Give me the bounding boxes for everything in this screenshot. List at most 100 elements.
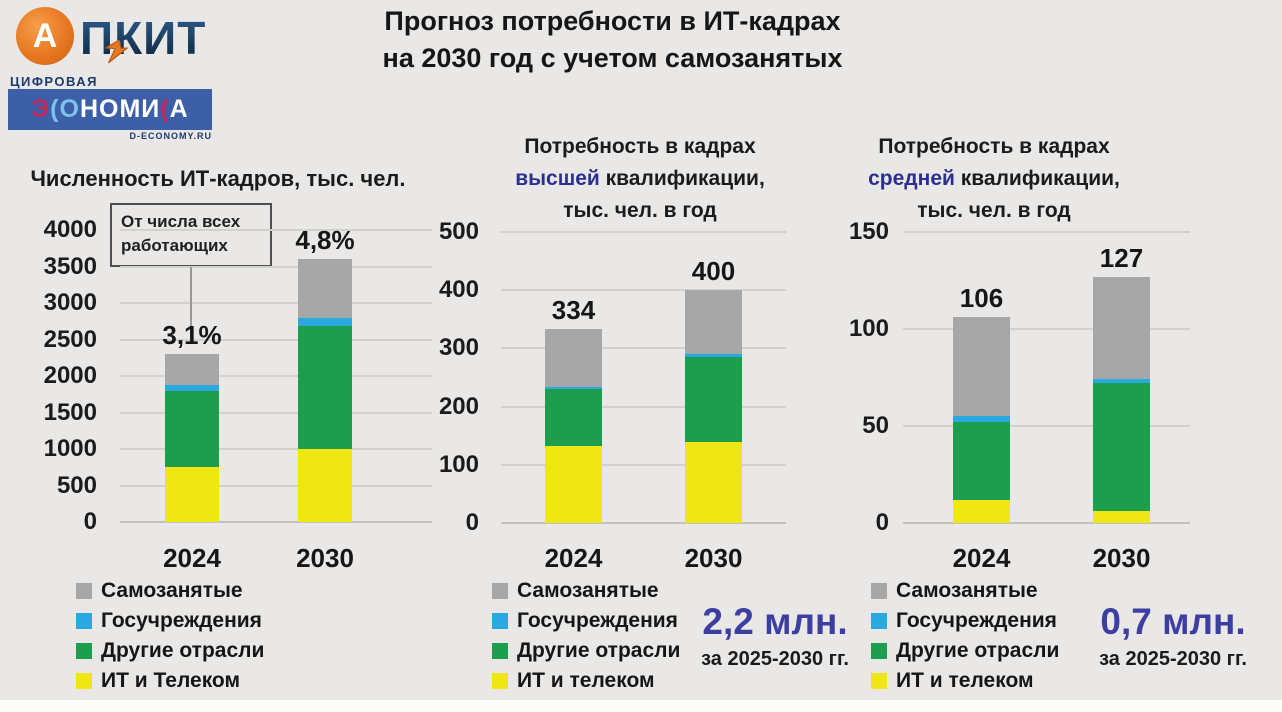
legend-swatch-it_telecom xyxy=(871,673,887,689)
y-axis-tick-label: 0 xyxy=(875,509,889,536)
chart3-title-highlight: средней xyxy=(868,167,955,190)
legend-swatch-other_industries xyxy=(492,643,508,659)
apkit-logo-icon: А xyxy=(16,7,74,65)
brand-letter: Э xyxy=(31,95,51,123)
chart2-callout: 2,2 млн. за 2025-2030 гг. xyxy=(692,601,858,671)
bar-segment-it_telecom xyxy=(165,466,219,522)
legend-label: Самозанятые xyxy=(101,579,243,602)
gridline xyxy=(120,448,432,450)
gridline xyxy=(903,328,1190,330)
x-axis-category-label: 2024 xyxy=(952,543,1011,573)
legend-swatch-it_telecom xyxy=(492,673,508,689)
bar-segment-other_industries xyxy=(298,326,352,449)
bar-segment-it_telecom xyxy=(685,441,742,523)
y-axis-tick-label: 3000 xyxy=(43,289,97,316)
y-axis-tick-label: 400 xyxy=(438,276,479,304)
legend-item: Госучреждения xyxy=(871,608,1057,634)
slide-title: Прогноз потребности в ИТ-кадрах на 2030 … xyxy=(330,3,895,77)
legend-swatch-self_employed xyxy=(76,583,92,599)
bar-segment-other_industries xyxy=(545,389,602,446)
legend-label: ИТ и телеком xyxy=(896,669,1034,692)
legend-label: Самозанятые xyxy=(896,579,1038,602)
chart2-title-highlight: высшей xyxy=(515,167,600,190)
bar-value-label: 4,8% xyxy=(295,225,355,256)
bar-segment-it_telecom xyxy=(298,449,352,522)
bar-segment-self_employed xyxy=(298,259,352,318)
chart3-title: Потребность в кадрах средней квалификаци… xyxy=(868,135,1120,222)
legend-label: Другие отрасли xyxy=(101,639,265,662)
gridline xyxy=(501,463,786,466)
y-axis-tick-label: 500 xyxy=(438,218,479,245)
bar-segment-government xyxy=(298,317,352,327)
y-axis-tick-label: 50 xyxy=(862,412,889,439)
legend-item: Другие отрасли xyxy=(492,638,680,664)
y-axis-tick-label: 0 xyxy=(465,509,479,536)
chart1-title: Численность ИТ-кадров, тыс. чел. xyxy=(30,166,406,191)
slide-title-line2: на 2030 год с учетом самозанятых xyxy=(382,43,843,73)
legend-item: ИТ и Телеком xyxy=(76,668,240,694)
annotation-leader-line xyxy=(190,267,192,337)
gridline xyxy=(501,405,786,408)
gridline xyxy=(120,338,432,341)
gridline xyxy=(903,425,1190,427)
gridline xyxy=(120,265,432,268)
bar-segment-government xyxy=(685,354,742,358)
legend-item: Другие отрасли xyxy=(76,638,264,664)
y-axis-tick-label: 1500 xyxy=(43,398,97,426)
legend-swatch-other_industries xyxy=(871,643,887,659)
brand-letter: Н xyxy=(79,95,99,123)
legend-item: ИТ и телеком xyxy=(492,668,655,694)
cursor-arrow-icon xyxy=(104,40,129,64)
gridline xyxy=(120,375,432,377)
legend-label: Госучреждения xyxy=(896,609,1057,632)
bar-value-label: 334 xyxy=(551,294,596,325)
legend-swatch-other_industries xyxy=(76,643,92,659)
y-axis-tick-label: 1000 xyxy=(43,435,97,462)
chart3-callout-period: за 2025-2030 гг. xyxy=(1099,648,1247,670)
bottom-strip xyxy=(0,700,1282,712)
chart2-title: Потребность в кадрах высшей квалификации… xyxy=(515,135,765,222)
brand-letter: И xyxy=(141,95,161,123)
gridline xyxy=(120,229,432,231)
legend-item: Самозанятые xyxy=(492,578,659,604)
legend-label: Самозанятые xyxy=(517,579,659,602)
y-axis-tick-label: 150 xyxy=(848,218,889,245)
legend-label: ИТ и Телеком xyxy=(101,669,241,692)
y-axis-tick-label: 0 xyxy=(83,508,97,535)
x-axis-category-label: 2030 xyxy=(1092,543,1151,573)
chart2-callout-value: 2,2 млн. xyxy=(702,601,848,642)
gridline xyxy=(501,231,786,233)
legend-swatch-it_telecom xyxy=(76,673,92,689)
bar-segment-other_industries xyxy=(953,422,1010,500)
bar-segment-self_employed xyxy=(165,354,219,385)
legend-label: Госучреждения xyxy=(517,609,678,632)
gridline xyxy=(120,484,432,487)
legend-item: Самозанятые xyxy=(871,578,1038,604)
x-axis-category-label: 2030 xyxy=(684,543,743,573)
digital-economy-caption: ЦИФРОВАЯ xyxy=(10,74,99,89)
y-axis-tick-label: 500 xyxy=(56,471,97,499)
bar-value-label: 3,1% xyxy=(162,320,222,351)
bar-segment-it_telecom xyxy=(545,445,602,523)
x-axis-category-label: 2024 xyxy=(544,543,603,573)
digital-economy-url: D-ECONOMY.RU xyxy=(129,131,212,141)
chart3-callout: 0,7 млн. за 2025-2030 гг. xyxy=(1090,601,1256,671)
bar-segment-self_employed xyxy=(545,328,602,387)
bar-value-label: 127 xyxy=(1099,242,1144,273)
bar-segment-government xyxy=(165,384,219,392)
gridline xyxy=(501,347,786,350)
gridline xyxy=(120,411,432,414)
legend-swatch-government xyxy=(492,613,508,629)
gridline xyxy=(903,231,1190,233)
y-axis-tick-label: 3500 xyxy=(43,252,97,280)
legend-swatch-self_employed xyxy=(492,583,508,599)
gridline xyxy=(501,289,786,292)
legend-item: Другие отрасли xyxy=(871,638,1059,664)
y-axis-tick-label: 100 xyxy=(848,315,889,342)
apkit-logo-wordmark: ПКИТ xyxy=(80,12,207,64)
brand-letter: М xyxy=(119,95,142,123)
x-axis-category-label: 2030 xyxy=(296,543,354,573)
bar-value-label: 106 xyxy=(959,283,1004,314)
brand-letter: А xyxy=(169,95,189,123)
